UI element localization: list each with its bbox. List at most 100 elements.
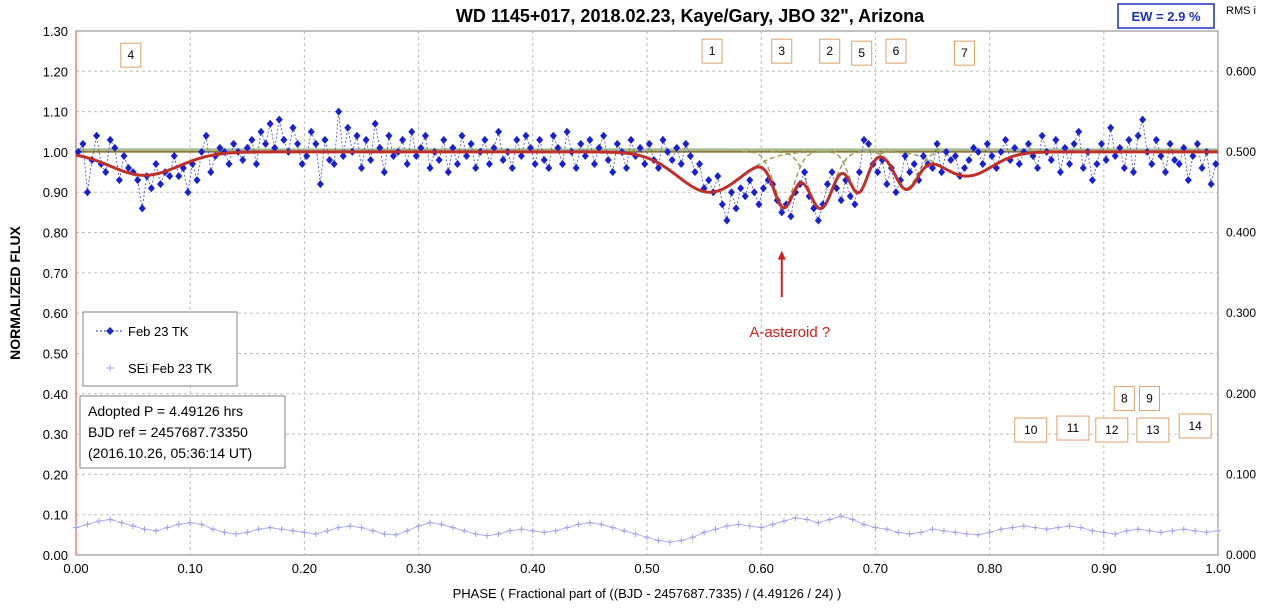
flux-point (1161, 168, 1169, 177)
flux-point (335, 107, 343, 116)
flux-point (371, 119, 379, 128)
sei-point (598, 521, 605, 528)
right-axis-label: RMS i (1226, 5, 1256, 17)
sei-point (369, 527, 376, 534)
dip-marker-box (953, 40, 975, 66)
flux-point (892, 188, 900, 197)
sei-point (1066, 522, 1073, 529)
x-tick-label: 0.80 (977, 561, 1002, 576)
flux-point (741, 192, 749, 201)
sei-point (666, 539, 673, 546)
flux-point (280, 135, 288, 144)
flux-point (531, 160, 539, 169)
sei-point (735, 521, 742, 528)
flux-point (604, 155, 612, 164)
flux-point (1047, 155, 1055, 164)
sei-point (940, 527, 947, 534)
right-tick-label: 0.100 (1226, 467, 1256, 481)
sei-point (461, 527, 468, 534)
sei-point (152, 527, 159, 534)
flux-point (216, 143, 224, 152)
flux-point (83, 188, 91, 197)
right-tick-label: 0.300 (1226, 306, 1256, 320)
y-tick-label: 0.70 (43, 266, 68, 281)
sei-point (1169, 527, 1176, 534)
flux-point (1093, 160, 1101, 169)
ew-box (1117, 3, 1215, 29)
sei-point (358, 524, 365, 531)
flux-point (572, 164, 580, 173)
flux-point (1139, 115, 1147, 124)
sei-point (895, 529, 902, 536)
flux-point (837, 196, 845, 205)
flux-point (659, 135, 667, 144)
dip-marker-box (1113, 386, 1135, 412)
flux-point (225, 160, 233, 169)
flux-point (1066, 160, 1074, 169)
right-tick-label: 0.400 (1226, 226, 1256, 240)
dip-marker-box (885, 38, 907, 64)
sei-point (130, 522, 137, 529)
x-tick-label: 0.50 (634, 561, 659, 576)
flux-point (728, 188, 736, 197)
flux-point (312, 139, 320, 148)
sei-point (95, 518, 102, 525)
flux-point (170, 151, 178, 160)
flux-point (983, 139, 991, 148)
y-tick-label: 0.50 (43, 346, 68, 361)
dip-marker-box (701, 38, 723, 64)
flux-point (951, 151, 959, 160)
flux-point (389, 151, 397, 160)
sei-point (1215, 527, 1221, 534)
flux-point (960, 164, 968, 173)
flux-point (828, 168, 836, 177)
y-tick-label: 0.10 (43, 508, 68, 523)
flux-point (750, 188, 758, 197)
sei-point (906, 531, 913, 538)
sei-point (495, 531, 502, 538)
flux-point (1107, 123, 1115, 132)
sei-point (1157, 529, 1164, 536)
dip-marker-label: 2 (826, 44, 833, 58)
flux-point (376, 143, 384, 152)
sei-point (1100, 529, 1107, 536)
x-tick-label: 0.40 (520, 561, 545, 576)
series-sei (73, 513, 1221, 546)
flux-point (718, 200, 726, 209)
sei-point (998, 526, 1005, 533)
flux-point (636, 143, 644, 152)
sei-point (255, 526, 262, 533)
flux-point (166, 172, 174, 181)
flux-point (202, 131, 210, 140)
flux-point (1088, 176, 1096, 185)
dip-marker-box (1014, 417, 1048, 443)
flux-point (239, 155, 247, 164)
flux-point (399, 135, 407, 144)
flux-point (499, 155, 507, 164)
flux-point (558, 160, 566, 169)
flux-point (458, 131, 466, 140)
x-tick-label: 1.00 (1205, 561, 1230, 576)
dip-marker-label: 12 (1105, 423, 1119, 437)
flux-point (1116, 143, 1124, 152)
sei-point (335, 524, 342, 531)
flux-point (303, 151, 311, 160)
flux-point (440, 135, 448, 144)
flux-point (540, 155, 548, 164)
sei-point (826, 516, 833, 523)
flux-point (326, 155, 334, 164)
sei-point (221, 529, 228, 536)
flux-point (1134, 131, 1142, 140)
flux-point (1180, 143, 1188, 152)
flux-point (453, 160, 461, 169)
flux-point (481, 135, 489, 144)
sei-point (118, 519, 125, 526)
flux-point (1120, 164, 1128, 173)
flux-point (522, 131, 530, 140)
dip-marker-label: 4 (127, 48, 134, 62)
flux-point (874, 168, 882, 177)
flux-point (490, 143, 498, 152)
sei-point (963, 531, 970, 538)
dip-marker-label: 9 (1146, 392, 1153, 406)
